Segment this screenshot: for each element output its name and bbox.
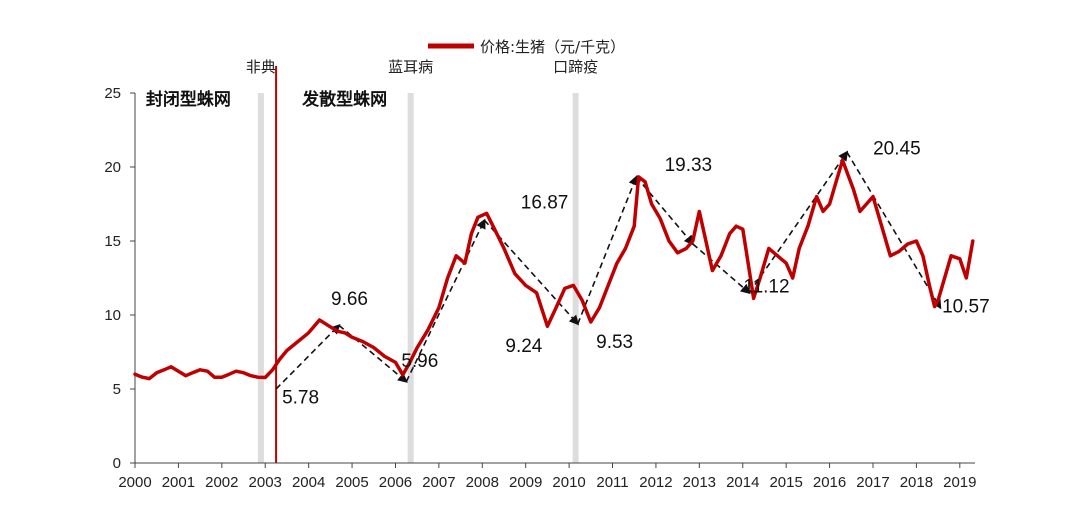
x-tick-label: 2004 <box>292 474 325 491</box>
event-band <box>572 93 579 463</box>
data-label: 16.87 <box>521 192 569 213</box>
x-tick-label: 2006 <box>379 474 412 491</box>
x-tick-label: 2015 <box>769 474 802 491</box>
x-tick-label: 2008 <box>466 474 499 491</box>
y-tick-label: 0 <box>113 455 121 472</box>
trend-arrow <box>846 151 942 310</box>
trend-arrows <box>275 150 942 390</box>
x-tick-label: 2007 <box>422 474 455 491</box>
y-tick-label: 5 <box>113 381 121 398</box>
x-tick-label: 2018 <box>900 474 933 491</box>
x-tick-label: 2012 <box>639 474 672 491</box>
data-label-layer: 5.78 9.66 5.96 16.87 9.24 9.53 19.33 11.12 20.45… <box>282 138 990 408</box>
legend: 价格:生猪（元/千克） <box>428 38 625 56</box>
trend-arrow <box>748 150 849 294</box>
data-label: 5.78 <box>282 387 319 408</box>
event-band <box>407 93 414 463</box>
x-tick-label: 2014 <box>726 474 759 491</box>
region-label: 发散型蛛网 <box>301 89 387 110</box>
x-tick-label: 2009 <box>509 474 542 491</box>
x-tick-label: 2013 <box>683 474 716 491</box>
data-label: 9.24 <box>505 336 542 357</box>
axes: 0 5 10 15 20 25 2000 2001 2002 2003 2004 2005 2006 20… <box>104 85 976 491</box>
data-label: 19.33 <box>665 155 713 176</box>
x-tick-label: 2016 <box>813 474 846 491</box>
x-tick-label: 2002 <box>205 474 238 491</box>
y-tick-label: 15 <box>104 233 121 250</box>
data-label: 10.57 <box>942 297 990 318</box>
data-label: 9.53 <box>596 332 633 353</box>
y-tick-label: 20 <box>104 159 121 176</box>
event-label: 非典 <box>246 58 276 76</box>
trend-arrow <box>275 323 341 390</box>
data-label: 20.45 <box>873 138 921 159</box>
x-tick-label: 2019 <box>943 474 976 491</box>
x-tick-label: 2000 <box>118 474 151 491</box>
region-label: 封闭型蛛网 <box>146 89 231 110</box>
trend-arrow <box>692 243 751 295</box>
event-band <box>257 93 264 463</box>
data-label: 9.66 <box>331 289 368 310</box>
trend-arrow <box>577 175 639 325</box>
data-label: 11.12 <box>743 276 789 297</box>
event-label: 蓝耳病 <box>388 58 433 76</box>
x-tick-label: 2011 <box>596 474 628 491</box>
legend-label: 价格:生猪（元/千克） <box>480 38 625 56</box>
x-tick-label: 2017 <box>856 474 889 491</box>
x-tick-label: 2010 <box>552 474 585 491</box>
data-label: 5.96 <box>401 351 438 372</box>
y-tick-label: 25 <box>104 85 121 102</box>
x-tick-label: 2001 <box>162 474 195 491</box>
series-layer <box>133 158 975 381</box>
event-label: 口蹄疫 <box>553 58 598 76</box>
x-tick-label: 2003 <box>249 474 282 491</box>
series-line <box>133 158 975 381</box>
x-tick-label: 2005 <box>335 474 368 491</box>
y-tick-label: 10 <box>104 307 121 324</box>
